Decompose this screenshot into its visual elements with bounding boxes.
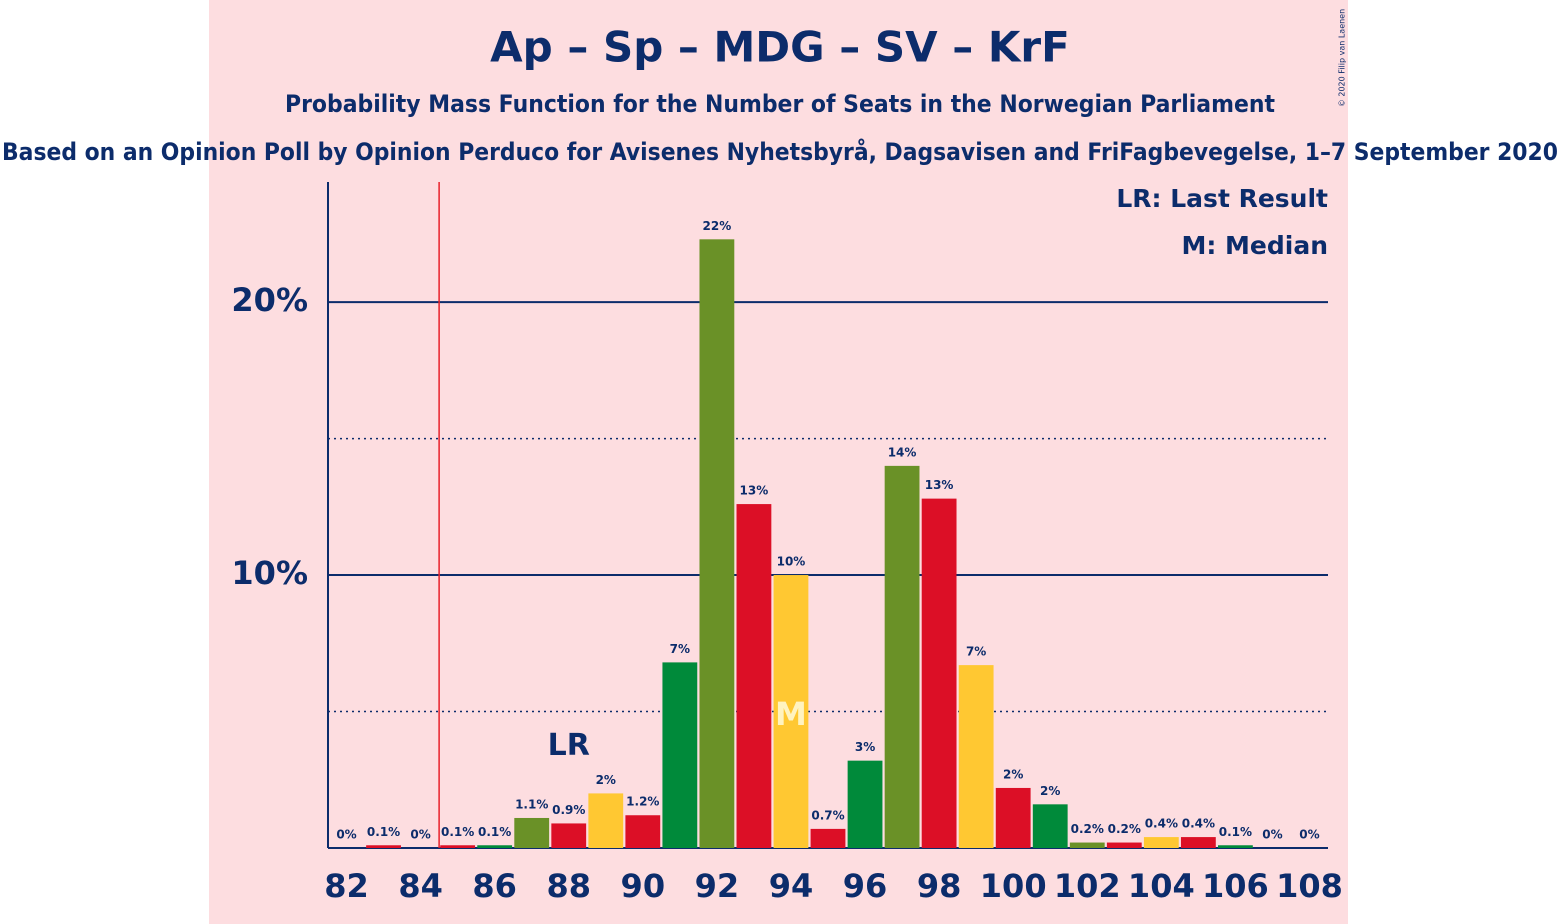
value-label: 13% [925, 478, 954, 492]
value-label: 0.2% [1071, 822, 1104, 836]
value-label: 0% [1262, 828, 1282, 842]
value-label: 0.1% [367, 825, 400, 839]
value-label: 0.7% [811, 808, 844, 822]
value-label: 2% [596, 773, 616, 787]
value-label: 13% [740, 484, 769, 498]
value-label: 0.4% [1182, 817, 1215, 831]
median-marker: M [775, 695, 807, 733]
last-result-marker: LR [548, 728, 590, 763]
x-tick-label: 86 [472, 867, 517, 905]
value-label: 3% [855, 740, 875, 754]
bar [736, 504, 772, 848]
value-label: 0.4% [1145, 817, 1178, 831]
bar [958, 665, 994, 848]
bar [921, 498, 957, 848]
value-label: 22% [703, 219, 732, 233]
value-label: 0% [1299, 828, 1319, 842]
bar [366, 845, 401, 848]
bar [1180, 837, 1216, 848]
value-label: 14% [888, 445, 917, 459]
value-label: 0.1% [441, 825, 474, 839]
value-label: 0.1% [478, 825, 511, 839]
legend-entry: LR: Last Result [1116, 184, 1328, 213]
value-label: 2% [1040, 784, 1060, 798]
x-tick-label: 92 [695, 867, 740, 905]
legend-entry: M: Median [1181, 231, 1328, 260]
value-label: 0% [410, 828, 430, 842]
bar [514, 817, 550, 848]
y-tick-label: 20% [231, 281, 308, 319]
bar [477, 845, 513, 848]
bar [662, 662, 698, 848]
bar [1069, 842, 1105, 848]
x-tick-label: 94 [769, 867, 814, 905]
bar [810, 828, 846, 848]
bar [1218, 845, 1253, 848]
value-label: 0.9% [552, 803, 585, 817]
bar [551, 823, 587, 848]
value-label: 1.2% [626, 795, 659, 809]
value-label: 2% [1003, 767, 1023, 781]
y-tick-label: 10% [231, 554, 308, 592]
bar [699, 239, 735, 848]
x-tick-label: 106 [1202, 867, 1269, 905]
bar [588, 793, 624, 848]
x-tick-label: 104 [1128, 867, 1195, 905]
x-tick-label: 98 [917, 867, 962, 905]
bar [773, 575, 809, 848]
chart-subtitle: Probability Mass Function for the Number… [285, 90, 1275, 118]
x-tick-label: 100 [980, 867, 1047, 905]
value-label: 7% [670, 642, 690, 656]
x-tick-label: 84 [398, 867, 443, 905]
bar [847, 760, 883, 848]
value-label: 0.1% [1219, 825, 1252, 839]
x-tick-label: 102 [1054, 867, 1121, 905]
x-tick-label: 82 [324, 867, 369, 905]
bar [995, 787, 1031, 848]
x-tick-label: 90 [621, 867, 666, 905]
copyright: © 2020 Filip van Laenen [1338, 9, 1347, 107]
value-label: 0% [336, 828, 356, 842]
value-label: 1.1% [515, 797, 548, 811]
bar [1106, 842, 1142, 848]
value-label: 0.2% [1108, 822, 1141, 836]
chart-caption: Based on an Opinion Poll by Opinion Perd… [2, 137, 1558, 166]
bar [1032, 804, 1068, 848]
x-tick-label: 108 [1276, 867, 1343, 905]
value-label: 10% [777, 555, 806, 569]
chart-title: Ap – Sp – MDG – SV – KrF [490, 23, 1070, 72]
value-label: 7% [966, 645, 986, 659]
bar [440, 845, 476, 848]
x-tick-label: 88 [546, 867, 591, 905]
bar [1143, 837, 1179, 848]
x-tick-label: 96 [843, 867, 888, 905]
bar [884, 465, 920, 848]
bar [625, 815, 661, 848]
